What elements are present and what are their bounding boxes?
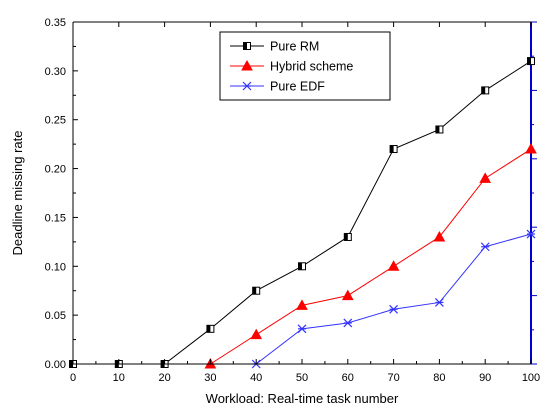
data-point bbox=[526, 229, 536, 239]
series-pure-edf bbox=[251, 229, 536, 369]
legend-label: Hybrid scheme bbox=[270, 60, 353, 74]
y-tick-label: 0.00 bbox=[45, 359, 66, 371]
x-tick-label: 70 bbox=[387, 372, 399, 384]
x-tick-label: 20 bbox=[158, 372, 170, 384]
series-hybrid-scheme bbox=[204, 142, 537, 369]
data-point bbox=[343, 318, 353, 328]
legend-label: Pure RM bbox=[270, 40, 319, 54]
data-point bbox=[252, 286, 261, 295]
data-point bbox=[298, 262, 306, 271]
data-point bbox=[389, 304, 399, 314]
x-tick-label: 100 bbox=[522, 372, 540, 384]
data-point bbox=[527, 57, 535, 66]
y-tick-label: 0.20 bbox=[45, 164, 66, 176]
data-point bbox=[433, 230, 446, 242]
x-tick-label: 0 bbox=[70, 372, 76, 384]
legend-item: Pure RM bbox=[230, 40, 319, 54]
x-tick-label: 40 bbox=[250, 372, 262, 384]
y-tick-label: 0.30 bbox=[45, 66, 66, 78]
y-ticks: 0.00 0.05 0.10 0.15 0.20 0.25 0.30 0.35 bbox=[45, 17, 78, 371]
y-tick-label: 0.10 bbox=[45, 261, 66, 273]
data-point bbox=[435, 125, 444, 134]
series-line bbox=[210, 148, 532, 365]
x-tick-label: 80 bbox=[433, 372, 445, 384]
legend: Pure RM Hybrid scheme Pure EDF bbox=[219, 31, 391, 101]
data-point bbox=[389, 145, 398, 154]
x-tick-label: 30 bbox=[204, 372, 216, 384]
x-tick-label: 60 bbox=[342, 372, 354, 384]
data-point bbox=[479, 172, 492, 183]
y-axis-title: Deadline missing rate bbox=[10, 130, 25, 255]
data-point bbox=[480, 242, 490, 252]
data-point bbox=[296, 299, 308, 310]
x-ticks: 0 10 20 30 40 50 60 70 80 90 100 bbox=[70, 22, 540, 384]
y-tick-label: 0.15 bbox=[45, 212, 66, 224]
x-axis-title: Workload: Real-time task number bbox=[206, 391, 399, 406]
y-tick-label: 0.25 bbox=[45, 115, 66, 127]
y-tick-label: 0.05 bbox=[45, 310, 66, 322]
data-point bbox=[242, 81, 252, 91]
data-point bbox=[525, 142, 537, 154]
legend-item: Pure EDF bbox=[230, 80, 325, 94]
legend-item: Hybrid scheme bbox=[230, 60, 353, 74]
data-point bbox=[434, 298, 444, 307]
right-axis bbox=[530, 21, 537, 365]
x-tick-label: 90 bbox=[479, 372, 491, 384]
data-point bbox=[206, 324, 215, 333]
series-line bbox=[73, 60, 532, 365]
data-point bbox=[250, 328, 263, 340]
data-point bbox=[243, 42, 251, 50]
legend-label: Pure EDF bbox=[270, 80, 325, 94]
data-point bbox=[343, 232, 352, 241]
series-line bbox=[255, 233, 532, 365]
x-tick-label: 50 bbox=[296, 372, 308, 384]
series-layer bbox=[69, 57, 537, 369]
data-point bbox=[297, 324, 307, 334]
y-tick-label: 0.35 bbox=[45, 17, 66, 29]
data-point bbox=[341, 289, 354, 301]
data-point bbox=[387, 260, 400, 271]
x-tick-label: 10 bbox=[113, 372, 125, 384]
data-point bbox=[241, 59, 253, 71]
data-point bbox=[481, 86, 490, 95]
series-pure-rm bbox=[69, 57, 535, 368]
